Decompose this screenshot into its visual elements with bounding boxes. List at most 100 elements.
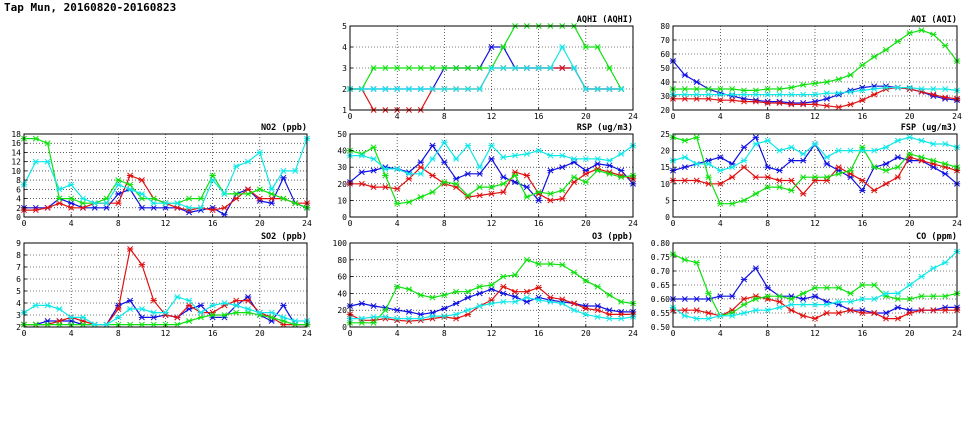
y-tick-label: 100: [333, 239, 348, 248]
data-point: [280, 174, 287, 181]
data-point: [174, 314, 181, 321]
data-point: [776, 167, 783, 174]
data-point: [559, 65, 566, 71]
data-point: [500, 283, 507, 290]
data-point: [185, 302, 193, 309]
data-point: [221, 204, 228, 211]
data-point: [752, 174, 760, 181]
data-point: [370, 86, 377, 92]
data-point: [382, 172, 389, 179]
data-point: [405, 170, 413, 177]
data-point: [150, 314, 157, 321]
data-point: [464, 288, 472, 295]
data-point: [464, 307, 472, 314]
data-point: [918, 273, 925, 280]
x-tick-label: 16: [208, 219, 218, 228]
data-point: [823, 284, 831, 291]
data-point: [740, 197, 748, 204]
data-point: [811, 80, 819, 87]
data-point: [44, 158, 51, 165]
data-point: [138, 204, 146, 211]
data-point: [126, 321, 134, 328]
data-point: [441, 313, 448, 320]
series-so2-3: [20, 294, 311, 328]
data-point: [594, 160, 601, 167]
x-tick-label: 4: [395, 112, 400, 121]
data-point: [393, 283, 401, 290]
data-point: [941, 86, 949, 92]
page-title: Tap Mun, 20160820-20160823: [4, 1, 177, 14]
data-point: [681, 137, 689, 144]
x-tick-label: 24: [952, 329, 962, 338]
data-point: [941, 160, 949, 167]
x-tick-label: 8: [765, 219, 770, 228]
data-point: [870, 187, 878, 194]
data-point: [882, 144, 890, 151]
data-point: [185, 195, 193, 202]
data-point: [115, 200, 122, 207]
data-point: [693, 134, 700, 141]
data-point: [174, 204, 181, 211]
data-point: [717, 154, 724, 161]
data-point: [728, 174, 736, 181]
data-point: [788, 187, 795, 194]
data-point: [500, 65, 507, 71]
data-point: [570, 174, 578, 181]
data-point: [606, 311, 613, 318]
data-point: [918, 27, 925, 34]
x-tick-label: 16: [858, 329, 868, 338]
data-point: [370, 184, 377, 191]
data-point: [523, 298, 531, 305]
data-point: [268, 314, 275, 321]
data-point: [523, 294, 531, 301]
data-point: [233, 297, 240, 304]
y-tick-label: 40: [337, 147, 347, 156]
data-point: [138, 321, 146, 328]
data-point: [570, 155, 578, 162]
data-point: [811, 174, 819, 181]
data-point: [582, 277, 590, 284]
y-tick-label: 9: [16, 239, 21, 248]
data-point: [535, 284, 542, 291]
data-point: [811, 91, 819, 98]
x-tick-label: 24: [302, 329, 312, 338]
x-tick-label: 4: [69, 329, 74, 338]
data-point: [776, 177, 783, 184]
data-point: [488, 155, 495, 162]
data-point: [728, 312, 736, 319]
y-tick-label: 8: [16, 176, 21, 185]
x-tick-label: 12: [487, 329, 497, 338]
data-point: [417, 292, 424, 299]
series-no2-3: [20, 135, 311, 211]
data-point: [717, 200, 724, 207]
data-point: [464, 294, 472, 301]
data-point: [811, 141, 819, 147]
y-tick-label: 70: [660, 36, 670, 45]
y-tick-label: 20: [337, 180, 347, 189]
data-point: [488, 286, 495, 293]
data-point: [535, 65, 542, 71]
data-point: [811, 315, 819, 322]
data-point: [764, 86, 771, 92]
data-point: [280, 314, 287, 321]
data-point: [382, 184, 389, 191]
y-tick-label: 0: [342, 323, 347, 332]
data-point: [476, 164, 483, 171]
x-tick-label: 0: [671, 219, 676, 228]
data-point: [358, 180, 365, 187]
data-point: [452, 300, 460, 307]
x-tick-label: 12: [161, 219, 171, 228]
data-point: [67, 181, 75, 188]
data-point: [740, 91, 748, 98]
data-point: [209, 172, 216, 179]
data-point: [559, 300, 566, 307]
data-point: [930, 265, 937, 272]
series-aqi-2: [669, 27, 961, 94]
data-point: [776, 184, 783, 191]
data-point: [280, 167, 287, 174]
data-point: [115, 314, 122, 321]
data-point: [870, 147, 878, 154]
data-point: [464, 192, 472, 199]
x-tick-label: 24: [952, 219, 962, 228]
data-point: [417, 194, 424, 201]
